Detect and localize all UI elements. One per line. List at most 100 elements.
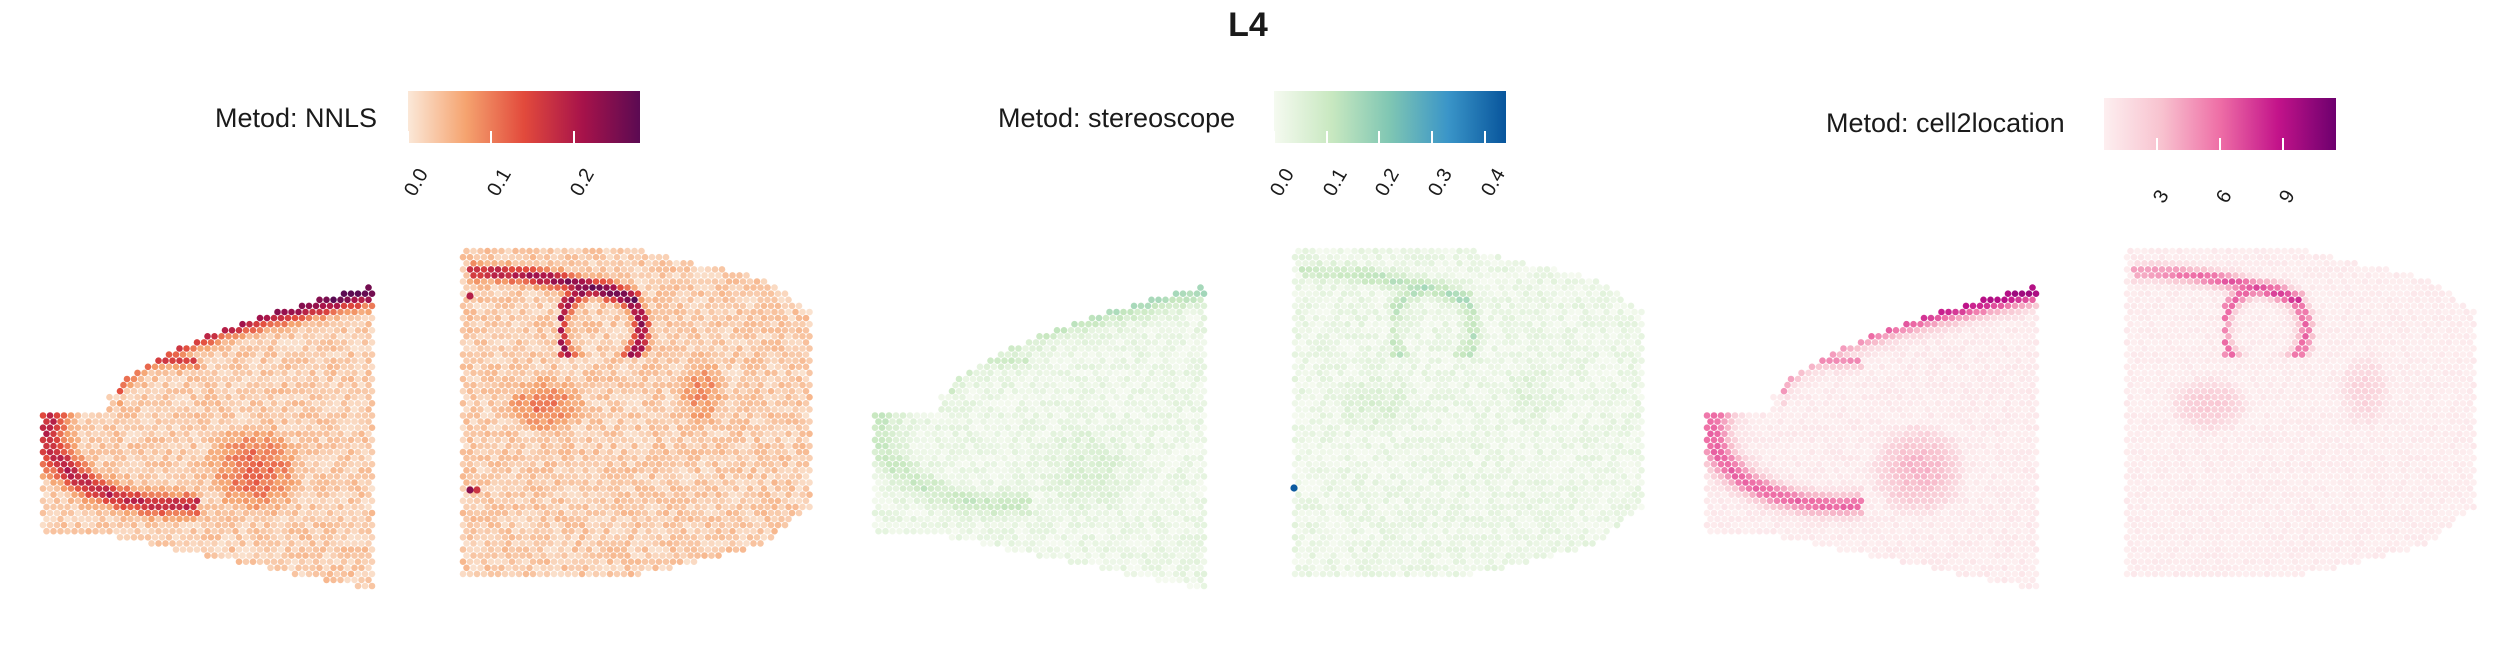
tissue-spot <box>785 393 792 401</box>
tissue-spot <box>78 527 85 535</box>
tissue-spot <box>767 448 775 456</box>
tissue-spot <box>655 412 663 419</box>
tissue-spot <box>246 442 253 450</box>
tissue-spot <box>631 406 638 413</box>
tissue-spot <box>92 454 99 462</box>
tissue-spot <box>480 253 488 261</box>
tissue-spot <box>123 448 131 456</box>
tissue-spot <box>298 314 306 322</box>
tissue-spot <box>596 296 603 304</box>
tissue-spot <box>659 296 666 304</box>
tissue-spot <box>232 393 239 401</box>
tissue-spot <box>1361 266 1369 273</box>
tissue-spot <box>312 363 320 371</box>
tissue-spot <box>127 479 134 486</box>
tissue-spot <box>1309 247 1316 255</box>
tissue-spot <box>1522 314 1530 322</box>
tissue-spot <box>211 442 218 450</box>
tissue-spot <box>148 491 155 499</box>
tissue-spot <box>274 381 281 389</box>
tissue-spot <box>662 278 670 285</box>
tissue-spot <box>337 333 344 340</box>
tissue-spot <box>1459 253 1467 261</box>
tissue-spot <box>470 527 477 535</box>
tissue-spot <box>116 485 124 492</box>
tissue-spot <box>771 442 778 450</box>
tissue-spot <box>585 278 593 285</box>
tissue-spot <box>1624 308 1631 316</box>
tissue-spot <box>1393 284 1400 291</box>
tissue-spot <box>701 369 708 377</box>
tissue-spot <box>491 393 498 401</box>
tissue-spot <box>508 363 516 371</box>
tissue-spot <box>694 284 701 291</box>
tissue-spot <box>627 436 635 444</box>
tissue-spot <box>690 400 698 407</box>
tissue-spot <box>536 509 544 517</box>
tissue-spot <box>613 436 621 444</box>
tissue-spot <box>1337 272 1344 279</box>
tissue-spot <box>792 491 799 499</box>
tissue-spot <box>533 284 540 291</box>
tissue-spot <box>1158 302 1166 310</box>
tissue-spot <box>760 278 768 285</box>
tissue-spot <box>501 509 509 517</box>
tissue-spot <box>207 363 215 371</box>
tissue-spot <box>487 497 495 505</box>
tissue-spot <box>788 314 796 322</box>
tissue-spot <box>739 290 747 298</box>
tissue-spot <box>484 296 491 304</box>
tissue-spot <box>221 509 229 517</box>
tissue-spot <box>1365 320 1372 328</box>
tissue-spot <box>645 442 652 450</box>
tissue-spot <box>624 442 631 450</box>
tissue-spot <box>487 351 495 358</box>
tissue-spot <box>288 552 295 559</box>
tissue-spot <box>792 320 799 328</box>
tissue-spot <box>655 436 663 444</box>
tissue-spot <box>578 363 586 371</box>
tissue-spot <box>806 381 813 389</box>
tissue-spot <box>1351 272 1358 279</box>
tissue-spot <box>753 473 761 480</box>
tissue-spot <box>687 552 694 559</box>
tissue-spot <box>190 491 197 499</box>
tissue-spot <box>344 552 351 559</box>
tissue-spot <box>764 418 771 425</box>
tissue-spot <box>123 387 131 395</box>
tissue-spot <box>764 442 771 450</box>
tissue-spot <box>1365 333 1372 340</box>
tissue-spot <box>494 570 502 578</box>
tissue-spot <box>316 442 323 450</box>
tissue-spot <box>1491 260 1498 267</box>
tissue-spot <box>729 406 736 413</box>
tissue-spot <box>589 357 596 365</box>
tissue-spot <box>1295 260 1302 267</box>
tissue-spot <box>631 284 638 291</box>
tissue-spot <box>487 302 495 310</box>
tissue-spot <box>540 381 547 389</box>
tissue-spot <box>260 515 267 523</box>
tissue-spot <box>645 406 652 413</box>
tissue-spot <box>746 278 754 285</box>
tissue-spot <box>249 387 257 395</box>
tissue-spot <box>725 436 733 444</box>
tissue-spot <box>1295 296 1302 304</box>
tissue-spot <box>599 521 607 529</box>
tissue-spot <box>575 491 582 499</box>
tissue-spot <box>501 570 509 578</box>
tissue-spot <box>729 333 736 340</box>
tissue-spot <box>358 491 365 499</box>
tissue-spot <box>519 296 526 304</box>
tissue-spot <box>1326 266 1334 273</box>
tissue-spot <box>43 418 50 425</box>
tissue-spot <box>638 491 645 499</box>
tissue-spot <box>246 467 253 474</box>
tissue-spot <box>183 418 190 425</box>
tissue-spot <box>186 351 194 358</box>
tissue-spot <box>617 308 624 316</box>
tissue-spot <box>463 454 470 462</box>
tissue-spot <box>113 503 120 511</box>
tissue-spot <box>302 393 309 401</box>
tissue-spot <box>1365 284 1372 291</box>
